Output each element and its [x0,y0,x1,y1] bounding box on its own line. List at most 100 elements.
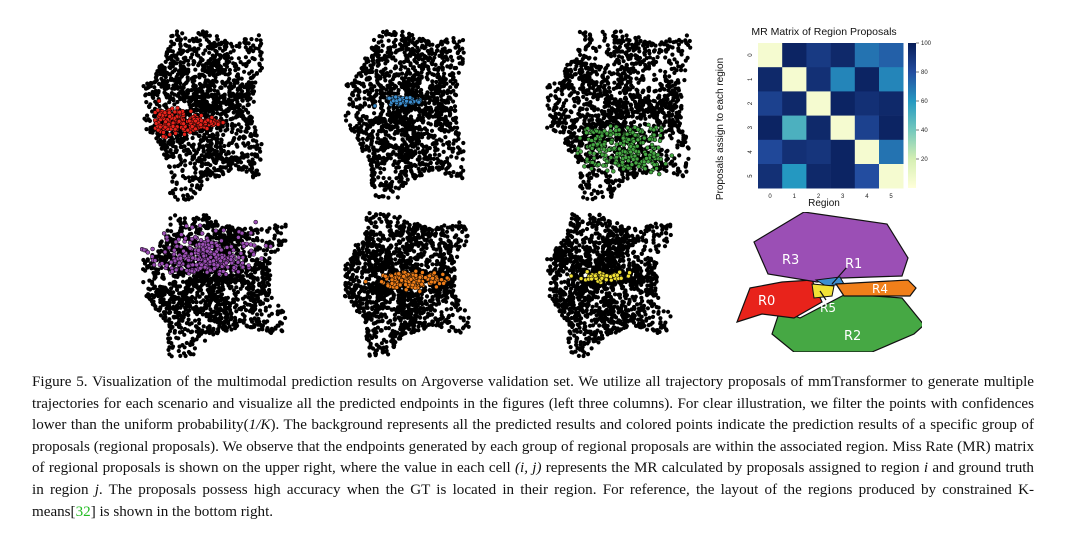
background-point [568,134,573,140]
background-point [234,155,239,160]
background-point [568,130,573,135]
background-point [415,39,420,44]
background-point [247,59,252,64]
background-point [404,129,409,134]
background-point [410,33,415,38]
background-point [667,120,672,125]
background-point [411,65,416,70]
background-point [569,85,574,90]
background-point [373,49,378,54]
background-point [456,70,461,75]
background-point [247,167,253,172]
background-point [362,101,367,106]
background-point [658,68,663,73]
background-point [210,171,215,176]
background-point [235,128,240,133]
background-point [456,133,461,138]
background-point [160,65,165,70]
background-point [441,89,446,94]
background-point [234,131,239,136]
background-point [386,85,391,90]
endpoint-point [408,99,413,105]
background-point [616,54,622,59]
background-point [670,52,675,57]
background-point [183,36,188,41]
endpoint-point [176,119,182,124]
background-point [552,81,557,86]
background-point [175,57,180,62]
background-point [617,115,622,120]
background-point [242,37,247,42]
background-point [434,123,439,128]
background-point [380,108,386,113]
background-point [360,104,365,109]
endpoint-point [590,142,596,148]
background-point [454,129,459,135]
background-point [548,93,553,98]
background-point [403,141,408,147]
background-point [416,79,421,84]
background-point [461,50,466,55]
background-point [408,161,413,166]
background-point [204,37,209,42]
endpoint-point [188,109,194,114]
background-point [664,153,669,158]
background-point [176,34,181,39]
endpoint-point [611,169,616,174]
background-point [416,93,421,98]
background-point [427,153,433,158]
background-point [227,90,232,95]
background-point [647,102,652,107]
background-point [635,57,640,62]
background-point [399,176,404,181]
background-point [199,153,204,158]
background-point [192,48,197,54]
background-point [240,98,245,103]
background-point [257,62,262,68]
background-point [374,88,379,93]
background-point [454,120,459,125]
background-point [617,90,623,95]
background-point [387,152,392,157]
background-point [403,157,408,163]
background-point [581,74,586,80]
background-point [423,96,428,101]
background-point [213,75,218,80]
background-point [208,57,213,62]
background-point [432,152,437,157]
background-point [255,154,260,159]
background-point [581,94,586,99]
background-point [189,195,194,200]
background-point [663,104,668,110]
background-point [224,41,229,46]
background-point [170,70,175,75]
background-point [241,136,246,141]
background-point [231,150,236,155]
background-point [597,118,602,123]
background-point [448,90,453,95]
background-point [452,108,457,113]
background-point [407,105,412,110]
background-point [185,194,191,199]
background-point [587,32,592,37]
background-point [432,91,437,96]
background-point [207,50,212,55]
background-point [175,197,180,202]
background-point [204,172,209,178]
background-point [381,68,386,73]
background-point [354,74,359,79]
background-point [624,33,629,38]
endpoint-point [170,124,176,129]
background-point [439,112,444,117]
background-point [452,138,457,143]
background-point [664,100,670,105]
background-point [165,56,170,62]
endpoint-point [654,166,659,171]
background-point [461,168,466,173]
background-point [432,141,437,146]
background-point [450,116,456,121]
background-point [415,146,420,151]
background-point [393,169,398,174]
endpoint-point [162,124,168,130]
background-point [560,86,565,91]
